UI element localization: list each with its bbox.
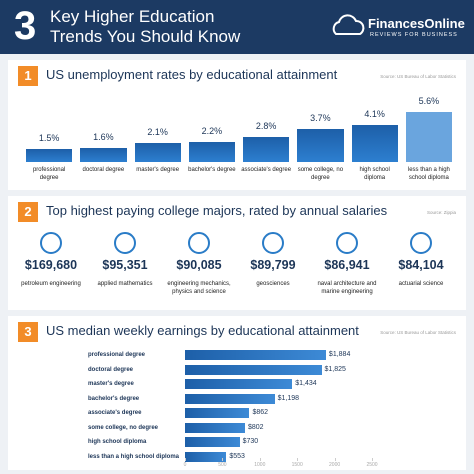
header-title: Key Higher Education Trends You Should K… <box>50 7 241 46</box>
bar <box>80 147 127 162</box>
source: Source: US Bureau of Labor Statistics <box>380 74 456 79</box>
value-label: $1,825 <box>324 365 346 373</box>
bar <box>188 142 235 162</box>
category-label: some college, no degree <box>297 167 344 181</box>
icon <box>410 232 432 254</box>
panel <box>8 196 466 310</box>
value-label: $802 <box>247 423 264 431</box>
header-number: 3 <box>14 4 37 48</box>
tick-mark <box>222 458 224 461</box>
section-number: 2 <box>18 202 38 222</box>
category-label: master's degree <box>136 167 180 173</box>
category-label: less than a high school diploma <box>88 453 180 460</box>
value-label: 5.6% <box>418 95 440 106</box>
category-label: high school diploma <box>359 167 390 181</box>
bar <box>26 148 73 162</box>
tick-mark <box>185 458 186 461</box>
category-label: bachelor's degree <box>188 167 236 173</box>
x-tick-label: 1500 <box>291 462 303 468</box>
salary: $84,104 <box>398 258 444 272</box>
category-label: bachelor's degree <box>88 395 140 402</box>
major-label: applied mathematics <box>97 281 153 287</box>
category-label: high school diploma <box>88 439 147 445</box>
category-label: professional degree <box>88 352 146 358</box>
category-label: less than a high school diploma <box>407 167 450 181</box>
tick-mark <box>372 458 373 461</box>
value-label: $862 <box>252 409 269 416</box>
salary: $86,941 <box>324 258 370 272</box>
salary: $89,799 <box>250 258 296 272</box>
category-label: associate's degree <box>88 410 142 416</box>
major-label: engineering mechanics, physics and scien… <box>167 281 231 295</box>
icon <box>114 232 136 254</box>
category-label: some college, no degree <box>88 424 159 431</box>
panel <box>8 60 466 190</box>
logo-name: FinancesOnline <box>368 16 465 31</box>
value-label: $1,198 <box>277 394 300 402</box>
tick-mark <box>297 458 299 461</box>
value-label: $1,884 <box>328 351 351 358</box>
major-label: actuarial science <box>398 281 444 287</box>
icon <box>262 232 284 254</box>
value-label: 3.7% <box>310 112 331 123</box>
bar <box>185 364 322 375</box>
icon <box>40 232 62 254</box>
bar <box>185 379 293 389</box>
source: Source: US Bureau of Labor Statistics <box>380 330 456 335</box>
value-label: 1.6% <box>93 131 114 142</box>
bar <box>134 143 181 162</box>
bar <box>185 393 275 404</box>
logo-icon <box>332 14 365 35</box>
major-label: petroleum engineering <box>21 281 81 287</box>
category-label: doctoral degree <box>88 366 134 373</box>
value-label: 2.2% <box>201 126 223 137</box>
category-label: professional degree <box>32 167 66 181</box>
bar <box>185 408 250 418</box>
section-number: 1 <box>18 66 38 86</box>
value-label: $553 <box>229 452 245 460</box>
bar <box>185 422 245 433</box>
category-label: associate's degree <box>241 167 292 173</box>
bar <box>297 128 344 162</box>
section-title: US median weekly earnings by educational… <box>46 323 359 338</box>
x-tick-label: 1000 <box>254 462 266 468</box>
x-tick-label: 500 <box>218 462 227 468</box>
salary: $95,351 <box>102 258 148 272</box>
section-number: 3 <box>18 322 38 342</box>
value-label: $1,434 <box>295 380 317 387</box>
major-label: geosciences <box>256 281 290 287</box>
source: Source: Zippia <box>426 210 456 215</box>
tick-mark <box>259 458 261 461</box>
tick-mark <box>334 458 336 461</box>
category-label: doctoral degree <box>82 167 125 173</box>
icon <box>188 232 210 254</box>
bar <box>351 125 398 162</box>
bar <box>243 136 290 162</box>
section-title: Top highest paying college majors, rated… <box>46 203 388 218</box>
major-label: naval architecture and marine engineerin… <box>317 281 377 295</box>
salary: $90,085 <box>176 258 222 272</box>
x-tick-label: 2500 <box>366 462 378 468</box>
x-tick-label: 2000 <box>329 462 341 468</box>
icon <box>336 232 358 254</box>
value-label: 4.1% <box>364 109 385 120</box>
x-tick-label: 0 <box>183 462 187 468</box>
value-label: 1.5% <box>38 132 60 143</box>
bar <box>185 451 227 462</box>
bar <box>185 350 326 360</box>
value-label: $730 <box>242 438 259 445</box>
logo-tagline: REVIEWS FOR BUSINESS <box>370 32 458 38</box>
bar <box>185 437 240 447</box>
header <box>0 0 474 54</box>
category-label: master's degree <box>88 381 134 387</box>
salary: $169,680 <box>24 258 78 272</box>
value-label: 2.1% <box>147 127 168 138</box>
bar <box>405 111 452 162</box>
section-title: US unemployment rates by educational att… <box>46 67 338 82</box>
value-label: 2.8% <box>255 120 277 131</box>
